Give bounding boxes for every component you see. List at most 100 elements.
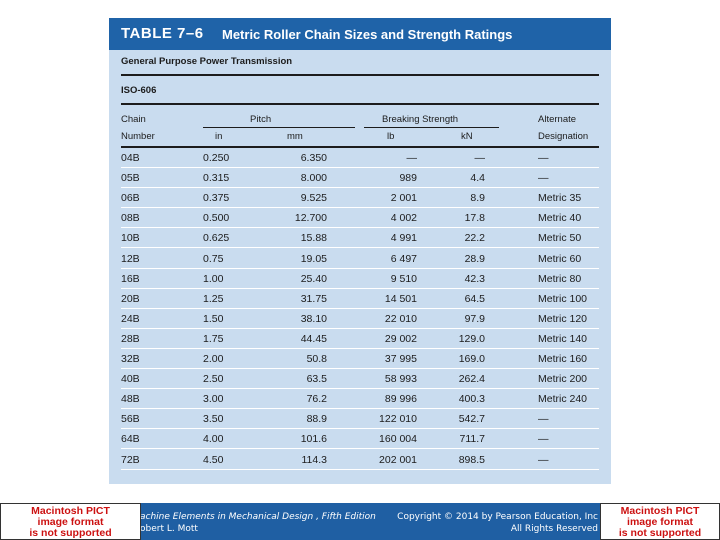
- chain-number-cell: 20B: [121, 292, 140, 305]
- table-row: 12B 0.75 19.05 6 497 28.9 Metric 60: [121, 249, 599, 269]
- pitch-mm-cell: 44.45: [300, 332, 327, 345]
- pitch-in-cell: 1.00: [203, 272, 224, 285]
- table-row: 05B 0.315 8.000 989 4.4 —: [121, 168, 599, 189]
- pitch-mm-cell: 25.40: [300, 272, 327, 285]
- header-lb: lb: [387, 131, 395, 142]
- breaking-kn-cell: 129.0: [458, 332, 485, 345]
- alternate-designation-cell: Metric 140: [538, 332, 588, 345]
- chain-number-cell: 56B: [121, 413, 140, 426]
- breaking-kn-cell: 97.9: [464, 312, 485, 325]
- chain-number-cell: 32B: [121, 353, 140, 365]
- table-number: TABLE 7–6: [121, 25, 204, 42]
- table-row: 24B 1.50 38.10 22 010 97.9 Metric 120: [121, 309, 599, 329]
- standard-label: ISO-606: [121, 85, 157, 96]
- alternate-designation-cell: —: [538, 172, 549, 185]
- book-title: achine Elements in Mechanical Design , F…: [140, 512, 376, 522]
- chain-number-cell: 28B: [121, 332, 140, 345]
- table-row: 48B 3.00 76.2 89 996 400.3 Metric 240: [121, 389, 599, 410]
- pict-right-line-3: is not supported: [618, 527, 702, 539]
- alternate-designation-cell: —: [538, 453, 549, 466]
- header-pitch-mm: mm: [287, 131, 303, 142]
- alternate-designation-cell: Metric 200: [538, 373, 588, 386]
- pict-left-line-3: is not supported: [29, 527, 112, 539]
- pitch-in-cell: 3.00: [203, 393, 224, 406]
- pict-left-line-1: Macintosh PICT: [31, 505, 110, 517]
- header-chain: Chain: [121, 114, 146, 125]
- pitch-mm-cell: 6.350: [300, 152, 327, 164]
- pict-placeholder-left: Macintosh PICT image format is not suppo…: [0, 503, 141, 540]
- breaking-lb-cell: —: [406, 152, 418, 164]
- alternate-designation-cell: —: [538, 152, 549, 164]
- pitch-in-cell: 4.00: [203, 433, 224, 446]
- breaking-kn-cell: 4.4: [470, 172, 485, 185]
- breaking-kn-cell: 8.9: [470, 192, 485, 205]
- rule-under-subtitle: [121, 74, 599, 76]
- table-row: 10B 0.625 15.88 4 991 22.2 Metric 50: [121, 228, 599, 249]
- pitch-in-cell: 0.375: [203, 192, 230, 205]
- breaking-group-rule: [364, 127, 499, 128]
- footer-band: achine Elements in Mechanical Design , F…: [140, 503, 600, 540]
- alternate-designation-cell: Metric 100: [538, 292, 588, 305]
- table-row: 56B 3.50 88.9 122 010 542.7 —: [121, 409, 599, 430]
- breaking-lb-cell: 122 010: [379, 413, 417, 426]
- breaking-kn-cell: 64.5: [464, 292, 485, 305]
- breaking-lb-cell: 4 002: [390, 212, 417, 225]
- pitch-mm-cell: 50.8: [306, 353, 327, 365]
- pitch-in-cell: 1.50: [203, 312, 224, 325]
- pitch-mm-cell: 8.000: [300, 172, 327, 185]
- table-row: 72B 4.50 114.3 202 001 898.5 —: [121, 450, 599, 470]
- chain-number-cell: 48B: [121, 393, 140, 406]
- alternate-designation-cell: Metric 160: [538, 353, 588, 365]
- breaking-lb-cell: 160 004: [379, 433, 417, 446]
- header-designation: Designation: [538, 131, 589, 142]
- chain-number-cell: 64B: [121, 433, 140, 446]
- rule-under-headers: [121, 146, 599, 148]
- breaking-kn-cell: 542.7: [458, 413, 485, 426]
- pitch-in-cell: 0.315: [203, 172, 230, 185]
- chain-number-cell: 16B: [121, 272, 140, 285]
- chain-number-cell: 10B: [121, 232, 140, 245]
- pict-right-line-2: image format: [627, 516, 693, 528]
- pitch-in-cell: 1.25: [203, 292, 224, 305]
- pict-right-line-1: Macintosh PICT: [620, 505, 700, 517]
- breaking-kn-cell: 400.3: [458, 393, 485, 406]
- alternate-designation-cell: Metric 120: [538, 312, 588, 325]
- table-row: 04B 0.250 6.350 — — —: [121, 148, 599, 168]
- breaking-kn-cell: 22.2: [464, 232, 485, 245]
- rule-under-standard: [121, 103, 599, 105]
- pitch-mm-cell: 63.5: [306, 373, 327, 386]
- alternate-designation-cell: Metric 240: [538, 393, 588, 406]
- table-row: 32B 2.00 50.8 37 995 169.0 Metric 160: [121, 349, 599, 369]
- book-author: obert L. Mott: [140, 524, 198, 534]
- pitch-in-cell: 4.50: [203, 453, 224, 466]
- pitch-in-cell: 3.50: [203, 413, 224, 426]
- pitch-in-cell: 0.250: [203, 152, 230, 164]
- table-subtitle: General Purpose Power Transmission: [121, 56, 293, 67]
- header-breaking-strength: Breaking Strength: [382, 114, 459, 125]
- breaking-lb-cell: 2 001: [390, 192, 417, 205]
- metric-roller-chain-table: TABLE 7–6 Metric Roller Chain Sizes and …: [109, 18, 611, 484]
- breaking-lb-cell: 58 993: [384, 373, 417, 386]
- header-pitch: Pitch: [250, 114, 272, 125]
- table-row: 06B 0.375 9.525 2 001 8.9 Metric 35: [121, 188, 599, 209]
- breaking-lb-cell: 37 995: [384, 353, 417, 365]
- breaking-lb-cell: 22 010: [384, 312, 417, 325]
- alternate-designation-cell: Metric 50: [538, 232, 582, 245]
- pitch-in-cell: 0.75: [203, 252, 224, 265]
- pitch-in-cell: 2.50: [203, 373, 224, 386]
- chain-number-cell: 24B: [121, 312, 140, 325]
- table-title: Metric Roller Chain Sizes and Strength R…: [222, 27, 513, 42]
- alternate-designation-cell: —: [538, 413, 549, 426]
- chain-number-cell: 12B: [121, 252, 140, 265]
- breaking-kn-cell: 169.0: [458, 353, 485, 365]
- pict-placeholder-right: Macintosh PICT image format is not suppo…: [600, 503, 720, 540]
- alternate-designation-cell: Metric 80: [538, 272, 582, 285]
- table-row: 40B 2.50 63.5 58 993 262.4 Metric 200: [121, 369, 599, 390]
- alternate-designation-cell: —: [538, 433, 549, 446]
- chain-number-cell: 06B: [121, 192, 140, 205]
- pitch-mm-cell: 19.05: [300, 252, 327, 265]
- pitch-mm-cell: 9.525: [300, 192, 327, 205]
- chain-number-cell: 72B: [121, 453, 140, 466]
- header-alternate: Alternate: [538, 114, 577, 125]
- alternate-designation-cell: Metric 60: [538, 252, 582, 265]
